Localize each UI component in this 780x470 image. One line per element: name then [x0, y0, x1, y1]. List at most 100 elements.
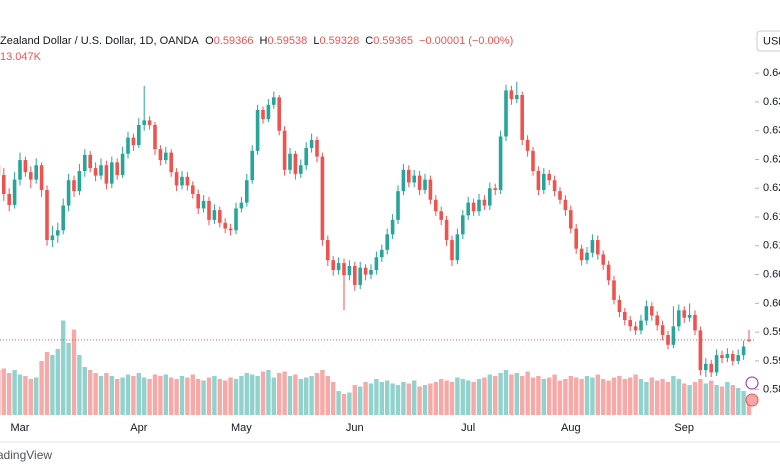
candle-body — [385, 234, 389, 250]
candle-body — [164, 152, 168, 161]
change-value: −0.00001 (−0.00%) — [419, 35, 513, 47]
volume-bar — [212, 376, 217, 415]
y-tick-label: 0.6200 — [763, 182, 780, 194]
volume-bar — [385, 380, 390, 415]
volume-bar — [50, 355, 55, 415]
volume-bar — [120, 377, 125, 415]
candle-body — [39, 165, 44, 190]
ohlc-label: H — [260, 35, 268, 47]
candle-body — [439, 211, 443, 220]
candle-body — [650, 306, 654, 316]
candle-body — [282, 130, 287, 170]
candle-body — [29, 172, 33, 180]
volume-bar — [136, 373, 141, 415]
candle-body — [88, 154, 92, 169]
volume-bar — [617, 376, 622, 415]
volume-bar — [98, 376, 104, 415]
volume-bar — [358, 386, 363, 415]
currency-box[interactable] — [756, 30, 780, 52]
event-icon[interactable] — [745, 376, 759, 390]
x-tick-label: Apr — [130, 422, 147, 434]
candle-body — [412, 175, 416, 183]
candle-body — [207, 200, 211, 220]
volume-bar — [93, 373, 98, 415]
volume-bar — [541, 379, 546, 415]
volume-bar — [17, 374, 23, 415]
candle-body — [66, 180, 71, 206]
volume-bar — [471, 382, 476, 415]
volume-bar — [547, 377, 552, 415]
volume-bar — [266, 370, 271, 415]
volume-bar — [55, 349, 60, 415]
volume-bar — [179, 376, 185, 415]
candle-body — [736, 355, 740, 361]
candle-body — [131, 137, 136, 146]
y-tick-label: 0.5850 — [763, 384, 780, 396]
x-tick-label: Aug — [561, 422, 581, 434]
y-tick-label: 0.5950 — [763, 326, 780, 338]
candle-body — [45, 189, 49, 241]
candle-body — [185, 176, 190, 186]
candle-body — [61, 205, 65, 231]
volume-bar — [719, 386, 725, 415]
volume-bar — [655, 380, 660, 415]
volume-bar — [304, 377, 309, 415]
legend-header: Zealand Dollar / U.S. Dollar, 1D, OANDA … — [0, 35, 513, 47]
event-icon[interactable] — [745, 393, 759, 407]
volume-bar — [23, 376, 28, 415]
volume-bar — [255, 376, 260, 415]
candle-body — [347, 265, 352, 276]
volume-bar — [395, 385, 401, 415]
currency-label[interactable]: USD — [763, 35, 780, 47]
volume-bar — [244, 373, 249, 415]
volume-bar — [417, 386, 422, 415]
volume-bar — [628, 377, 633, 415]
candle-body — [444, 219, 449, 241]
volume-bar — [115, 379, 120, 415]
volume-bar — [584, 376, 590, 415]
candle-body — [601, 254, 605, 265]
y-tick-label: 0.6150 — [763, 211, 780, 223]
candle-body — [336, 263, 341, 270]
volume-bar — [671, 376, 676, 415]
candle-body — [461, 215, 465, 235]
candle-body — [655, 315, 659, 326]
candle-body — [509, 90, 514, 100]
volume-bar — [109, 376, 114, 415]
candle-body — [309, 139, 314, 148]
candle-body — [477, 199, 481, 212]
candle-body — [115, 162, 119, 176]
volume-bar — [390, 383, 395, 415]
volume-bar — [725, 382, 730, 415]
volume-bar — [698, 379, 703, 415]
ohlc-value: 0.59365 — [373, 35, 413, 47]
candle-body — [596, 240, 600, 255]
y-tick-label: 0.6350 — [763, 96, 780, 108]
volume-bar — [579, 379, 584, 415]
candle-body — [725, 353, 730, 359]
candle-body — [255, 109, 260, 151]
candle-body — [147, 120, 152, 125]
candle-body — [644, 306, 649, 321]
candle-body — [450, 240, 454, 261]
candle-body — [110, 162, 114, 184]
candle-body — [363, 267, 368, 275]
volume-bar — [709, 380, 714, 415]
candle-body — [83, 154, 87, 171]
candle-body — [579, 248, 584, 261]
symbol-title: Zealand Dollar / U.S. Dollar, 1D, OANDA — [0, 35, 199, 47]
volume-bar — [368, 383, 374, 415]
volume-bar — [71, 329, 77, 415]
volume-bar — [7, 373, 12, 415]
candle-body — [504, 90, 508, 137]
candle-body — [434, 199, 438, 212]
candle-body — [34, 165, 38, 180]
candle-body — [180, 176, 184, 186]
candle-body — [358, 267, 362, 285]
candle-body — [201, 200, 206, 209]
candle-body — [590, 240, 595, 253]
candle-body — [547, 173, 551, 181]
candle-body — [99, 165, 103, 176]
candle-body — [93, 168, 98, 176]
